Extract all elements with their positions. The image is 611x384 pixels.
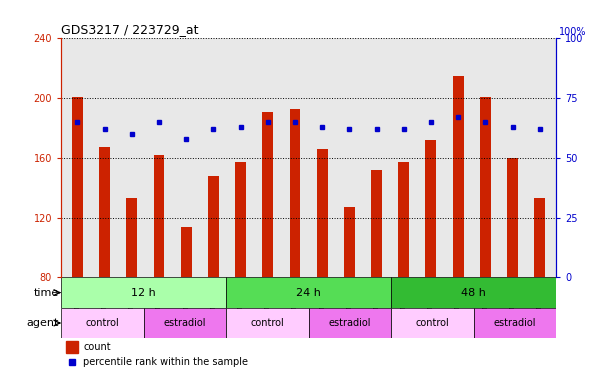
Bar: [262, 112, 273, 277]
Text: 48 h: 48 h: [461, 288, 486, 298]
Bar: [425, 140, 436, 277]
Text: count: count: [83, 342, 111, 352]
Text: control: control: [415, 318, 449, 328]
Text: agent: agent: [26, 318, 59, 328]
Bar: [453, 76, 464, 277]
Text: percentile rank within the sample: percentile rank within the sample: [83, 357, 248, 367]
FancyBboxPatch shape: [61, 277, 226, 308]
Bar: [181, 227, 192, 277]
Bar: [534, 198, 545, 277]
Bar: [507, 158, 518, 277]
Bar: [371, 170, 382, 277]
Bar: [72, 97, 83, 277]
Bar: [235, 162, 246, 277]
FancyBboxPatch shape: [61, 308, 144, 338]
Bar: [316, 149, 327, 277]
Text: 100%: 100%: [559, 27, 587, 37]
Bar: [290, 109, 301, 277]
FancyBboxPatch shape: [226, 277, 391, 308]
Text: GDS3217 / 223729_at: GDS3217 / 223729_at: [61, 23, 199, 36]
FancyBboxPatch shape: [391, 277, 556, 308]
Bar: [99, 147, 110, 277]
Text: 12 h: 12 h: [131, 288, 156, 298]
FancyBboxPatch shape: [226, 308, 309, 338]
Text: 24 h: 24 h: [296, 288, 321, 298]
FancyBboxPatch shape: [474, 308, 556, 338]
Bar: [66, 341, 78, 353]
Text: estradiol: estradiol: [329, 318, 371, 328]
Text: time: time: [34, 288, 59, 298]
Bar: [480, 97, 491, 277]
Bar: [208, 176, 219, 277]
Text: estradiol: estradiol: [494, 318, 536, 328]
FancyBboxPatch shape: [391, 308, 474, 338]
Text: estradiol: estradiol: [164, 318, 206, 328]
Bar: [126, 198, 137, 277]
Text: control: control: [251, 318, 284, 328]
FancyBboxPatch shape: [309, 308, 391, 338]
Text: control: control: [86, 318, 119, 328]
Bar: [344, 207, 355, 277]
Bar: [398, 162, 409, 277]
FancyBboxPatch shape: [144, 308, 226, 338]
Bar: [153, 155, 164, 277]
